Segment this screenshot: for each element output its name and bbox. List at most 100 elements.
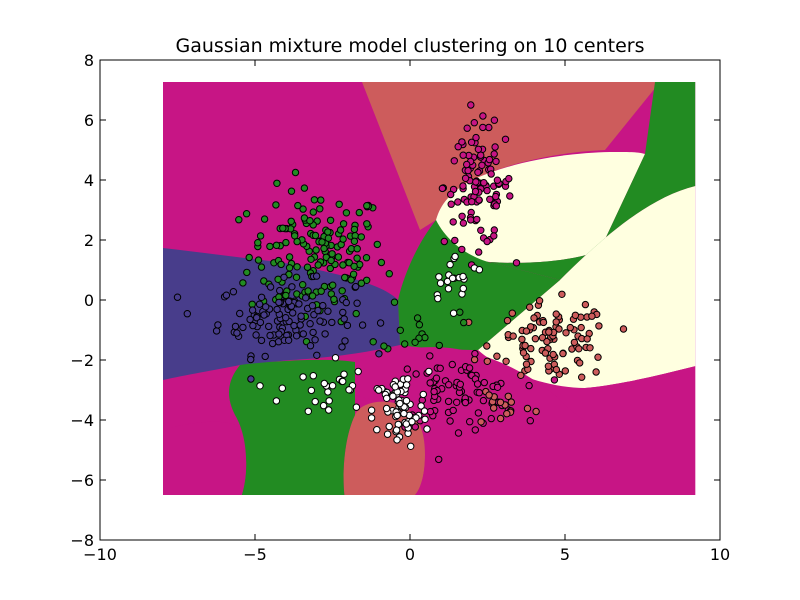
data-point bbox=[449, 309, 458, 317]
data-point bbox=[235, 216, 243, 224]
data-point bbox=[312, 272, 321, 280]
data-point bbox=[256, 382, 264, 390]
data-point bbox=[341, 337, 349, 345]
data-point bbox=[576, 359, 584, 367]
data-point bbox=[459, 284, 467, 293]
data-point bbox=[526, 417, 534, 425]
data-point bbox=[319, 401, 328, 410]
data-point bbox=[275, 298, 283, 307]
data-point bbox=[475, 196, 483, 204]
y-tick-label: 6 bbox=[84, 111, 94, 130]
data-point bbox=[268, 339, 277, 348]
data-point bbox=[552, 318, 560, 326]
data-point bbox=[461, 398, 470, 407]
data-point bbox=[303, 263, 312, 271]
data-point bbox=[300, 184, 309, 192]
data-point bbox=[475, 389, 483, 397]
data-point bbox=[496, 414, 505, 423]
data-point bbox=[307, 386, 316, 395]
data-point bbox=[522, 360, 531, 368]
data-point bbox=[507, 398, 515, 406]
data-point bbox=[447, 200, 455, 208]
data-point bbox=[403, 365, 411, 373]
data-point bbox=[417, 402, 425, 410]
data-point bbox=[373, 240, 381, 249]
data-point bbox=[239, 323, 247, 332]
data-point bbox=[448, 274, 457, 282]
data-point bbox=[342, 209, 351, 217]
data-point bbox=[320, 379, 328, 388]
data-point bbox=[447, 190, 455, 199]
data-point bbox=[492, 192, 500, 201]
data-point bbox=[340, 370, 348, 378]
data-point bbox=[312, 246, 320, 254]
decision-region-magenta bbox=[163, 421, 247, 495]
data-point bbox=[261, 352, 269, 361]
data-point bbox=[463, 160, 471, 169]
data-point bbox=[383, 430, 392, 438]
data-point bbox=[517, 371, 525, 379]
data-point bbox=[367, 414, 376, 422]
data-point bbox=[477, 226, 485, 235]
data-point bbox=[509, 332, 517, 340]
data-point bbox=[474, 409, 483, 417]
data-point bbox=[273, 305, 281, 314]
data-point bbox=[451, 236, 459, 245]
data-point bbox=[460, 318, 468, 327]
y-tick-label: −4 bbox=[70, 411, 94, 430]
data-point bbox=[483, 357, 491, 365]
data-point bbox=[413, 314, 422, 322]
data-point bbox=[334, 253, 343, 261]
data-point bbox=[490, 116, 499, 124]
data-point bbox=[586, 344, 594, 352]
data-point bbox=[260, 277, 268, 285]
data-point bbox=[446, 260, 454, 269]
data-point bbox=[276, 286, 284, 295]
data-point bbox=[280, 273, 288, 281]
data-point bbox=[483, 186, 491, 195]
data-point bbox=[375, 350, 383, 358]
data-point bbox=[501, 135, 510, 144]
data-point bbox=[485, 123, 493, 132]
data-point bbox=[448, 360, 456, 369]
data-point bbox=[471, 426, 479, 434]
data-point bbox=[456, 380, 464, 388]
data-point bbox=[453, 398, 461, 406]
data-point bbox=[320, 244, 328, 253]
data-point bbox=[458, 245, 466, 254]
data-point bbox=[309, 328, 317, 337]
data-point bbox=[396, 326, 404, 334]
data-point bbox=[479, 123, 487, 132]
data-point bbox=[421, 333, 429, 342]
data-point bbox=[257, 263, 266, 271]
data-point bbox=[299, 205, 307, 213]
data-point bbox=[396, 399, 404, 408]
data-point bbox=[385, 422, 393, 431]
data-point bbox=[248, 306, 257, 314]
data-point bbox=[592, 368, 600, 376]
data-point bbox=[256, 318, 265, 327]
data-point bbox=[595, 322, 603, 330]
data-point bbox=[373, 426, 381, 434]
y-tick-label: 8 bbox=[84, 51, 94, 70]
data-point bbox=[247, 375, 255, 383]
data-point bbox=[480, 179, 488, 187]
data-point bbox=[299, 281, 307, 289]
data-point bbox=[284, 336, 293, 344]
data-point bbox=[329, 281, 337, 289]
data-point bbox=[570, 338, 579, 347]
data-point bbox=[339, 261, 347, 269]
data-point bbox=[519, 349, 528, 357]
data-point bbox=[318, 238, 326, 246]
data-point bbox=[292, 332, 301, 340]
data-point bbox=[541, 349, 550, 357]
data-point bbox=[544, 362, 553, 370]
data-point bbox=[262, 303, 270, 311]
data-point bbox=[375, 386, 383, 394]
data-point bbox=[503, 410, 511, 418]
data-point bbox=[504, 392, 512, 400]
x-tick-label: 10 bbox=[710, 545, 730, 564]
data-point bbox=[461, 174, 470, 183]
data-point bbox=[471, 349, 479, 358]
data-point bbox=[183, 310, 192, 318]
